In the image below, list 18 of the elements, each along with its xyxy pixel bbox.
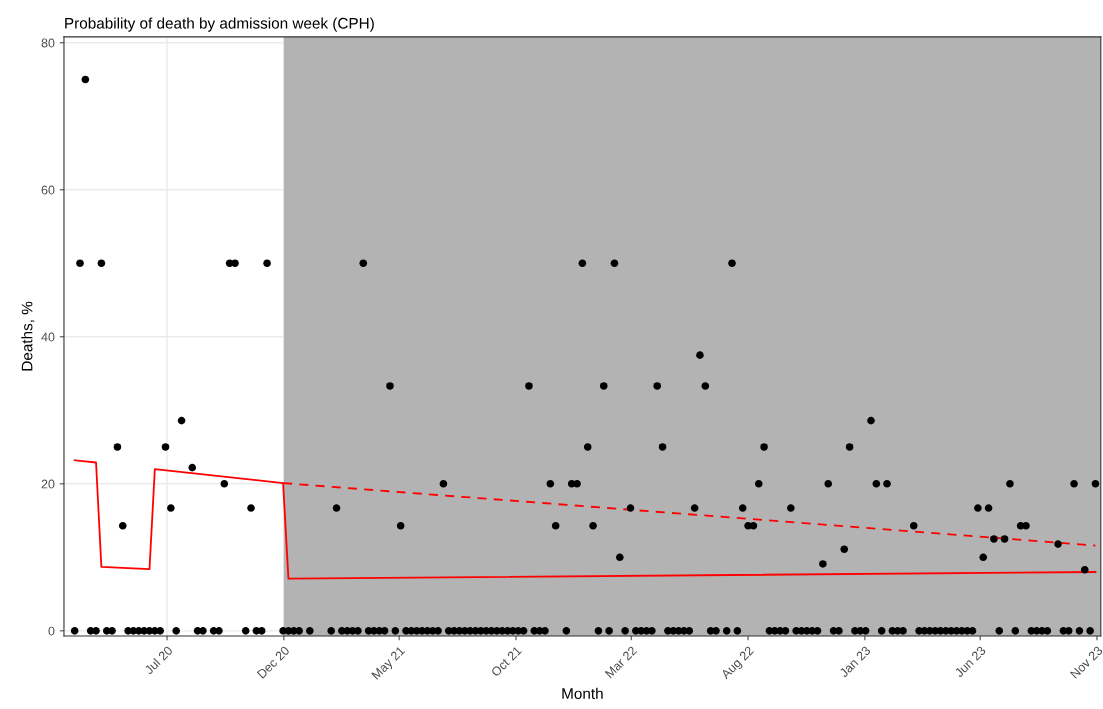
- x-tick-label: Oct 21: [490, 645, 523, 678]
- line-series: [73, 459, 1097, 580]
- y-tick-label: 20: [41, 479, 55, 489]
- x-tick-label: Jan 23: [838, 645, 871, 678]
- x-tick-label: Dec 20: [256, 645, 291, 679]
- y-tick-label: 60: [41, 185, 55, 195]
- y-tick-label: 40: [41, 332, 55, 342]
- x-tick-label: Aug 22: [720, 645, 756, 682]
- y-tick-label: 80: [41, 38, 55, 48]
- x-tick-label: Mar 22: [604, 645, 638, 679]
- x-tick-label: Nov 23: [1069, 645, 1103, 679]
- chart-title: Probability of death by admission week (CPH): [65, 17, 374, 32]
- x-tick-label: May 21: [371, 645, 407, 682]
- y-axis-title: Deaths, %: [21, 301, 35, 371]
- x-axis-title: Month: [562, 687, 603, 699]
- y-tick-label: 0: [48, 626, 55, 636]
- x-tick-label: Jul 20: [143, 645, 174, 675]
- x-tick-label: Jun 23: [954, 645, 987, 678]
